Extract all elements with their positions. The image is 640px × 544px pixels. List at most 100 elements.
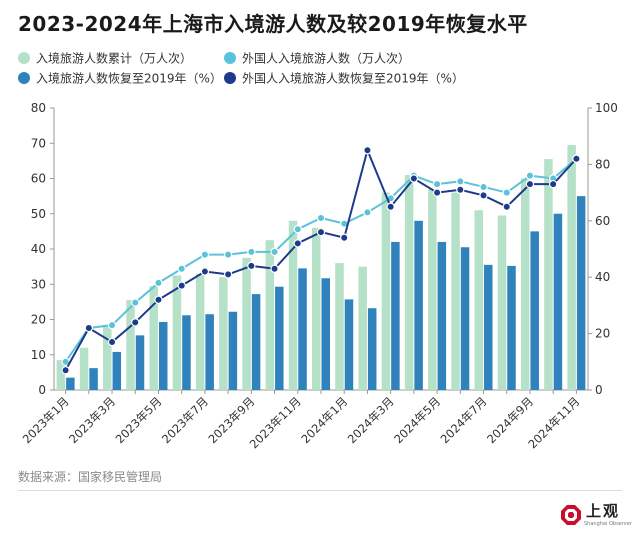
bar-total (381, 192, 391, 390)
bar-total (404, 174, 414, 390)
legend-marker-1 (18, 52, 30, 64)
series-foreign-recovery-point (61, 366, 70, 375)
bar-foreign (414, 220, 423, 390)
series-foreign-recovery-point (177, 281, 186, 290)
bar-total (335, 263, 344, 390)
bar-total (195, 273, 205, 390)
brand-logo: 上观 Shanghai Observer (560, 500, 632, 536)
x-axis-tick-label: 2023年7月 (159, 394, 211, 446)
bar-foreign (484, 264, 493, 390)
right-axis-tick-label: 100 (595, 101, 618, 115)
series-foreign-recovery-point (548, 179, 558, 189)
bar-foreign (182, 315, 191, 390)
series-foreign-recovery-point (479, 191, 488, 200)
series-total-recovery-point (177, 264, 186, 273)
legend-label-2: 外国人入境旅游人数（万人次） (242, 51, 410, 66)
series-foreign-recovery-point (84, 323, 94, 333)
logo-name: 上观 (586, 502, 621, 520)
series-total-recovery-point (456, 177, 465, 186)
series-total-recovery-point (525, 171, 535, 180)
x-axis-tick-label: 2023年3月 (66, 394, 118, 446)
bar-foreign (251, 294, 261, 390)
x-axis-tick-label: 2024年1月 (298, 394, 350, 446)
series-foreign-recovery-point (293, 239, 302, 248)
series-foreign-recovery-point (502, 202, 511, 211)
series-foreign-recovery-point (223, 270, 233, 279)
bar-total (219, 277, 228, 390)
bar-total (474, 210, 484, 390)
bar-foreign (275, 286, 284, 390)
series-foreign-recovery-point (456, 185, 465, 194)
left-axis-tick-label: 50 (31, 207, 46, 221)
series-total-recovery-point (154, 278, 163, 288)
bar-foreign (344, 299, 354, 390)
logo-subtitle: Shanghai Observer (584, 521, 632, 527)
footer-divider (18, 490, 622, 491)
series-total-recovery-point (200, 250, 210, 259)
legend-label-1: 入境旅游人数累计（万人次） (36, 51, 192, 66)
bar-foreign (228, 311, 238, 390)
bar-foreign (205, 314, 214, 390)
legend-label-4: 外国人入境旅游人数恢复至2019年（%） (242, 71, 464, 86)
series-total-recovery-point (107, 320, 117, 330)
bar-total (265, 240, 275, 390)
bar-total (428, 189, 437, 390)
left-axis-tick-label: 40 (31, 242, 46, 256)
bar-total (242, 257, 251, 390)
bar-foreign (158, 321, 168, 390)
bar-total (56, 360, 66, 390)
bar-foreign (553, 213, 563, 390)
bar-foreign (437, 241, 447, 390)
bar-foreign (89, 368, 98, 390)
series-total-recovery-point (316, 213, 326, 223)
series-total-recovery-point (432, 179, 442, 189)
series-total-recovery-point (270, 247, 279, 257)
bar-foreign (298, 268, 307, 390)
left-axis-tick-label: 70 (31, 136, 46, 150)
series-foreign-recovery-point (200, 267, 210, 276)
chart-title: 2023-2024年上海市入境游人数及较2019年恢复水平 (18, 12, 528, 36)
right-axis-tick-label: 80 (595, 157, 610, 171)
bar-foreign (530, 231, 539, 390)
series-total-recovery-point (502, 188, 511, 197)
series-foreign-recovery-point (525, 179, 535, 189)
series-total-recovery-point (247, 247, 256, 257)
x-axis-tick-label: 2023年5月 (113, 394, 165, 446)
series-total-recovery-point (479, 182, 488, 192)
x-axis-tick-label: 2023年1月 (20, 394, 72, 446)
series-foreign-recovery-point (572, 154, 581, 163)
bar-total (497, 215, 507, 390)
series-foreign-recovery-point (316, 227, 326, 237)
bar-total (544, 159, 553, 390)
bar-total (126, 300, 135, 390)
right-axis-tick-label: 0 (595, 383, 603, 397)
legend-marker-2 (224, 52, 236, 64)
legend-label-3: 入境旅游人数恢复至2019年（%） (36, 71, 222, 86)
bar-total (312, 227, 321, 390)
series-foreign-recovery-point (363, 146, 372, 155)
series-foreign-recovery-point (270, 264, 279, 273)
bar-total (451, 192, 460, 390)
bar-total (567, 145, 576, 390)
bar-total (149, 286, 158, 390)
series-foreign-recovery-point (247, 261, 256, 271)
left-axis-tick-label: 20 (31, 313, 46, 327)
right-axis-tick-label: 60 (595, 214, 610, 228)
bar-foreign (135, 335, 145, 390)
series-foreign-recovery-point (432, 188, 442, 197)
bar-foreign (321, 278, 330, 390)
left-axis-tick-label: 30 (31, 277, 46, 291)
bar-total (358, 266, 367, 390)
series-foreign-recovery-point (340, 233, 349, 242)
series-foreign-recovery-point (107, 337, 117, 347)
bar-foreign (576, 196, 586, 390)
logo-icon (561, 505, 581, 525)
bar-foreign (460, 247, 470, 390)
bar-foreign (66, 377, 75, 390)
legend-marker-4 (224, 72, 236, 84)
x-axis-tick-label: 2024年7月 (438, 394, 490, 446)
bar-total (172, 275, 182, 390)
bar-foreign (367, 308, 377, 390)
right-axis-tick-label: 40 (595, 270, 610, 284)
x-axis-tick-label: 2024年5月 (391, 394, 443, 446)
